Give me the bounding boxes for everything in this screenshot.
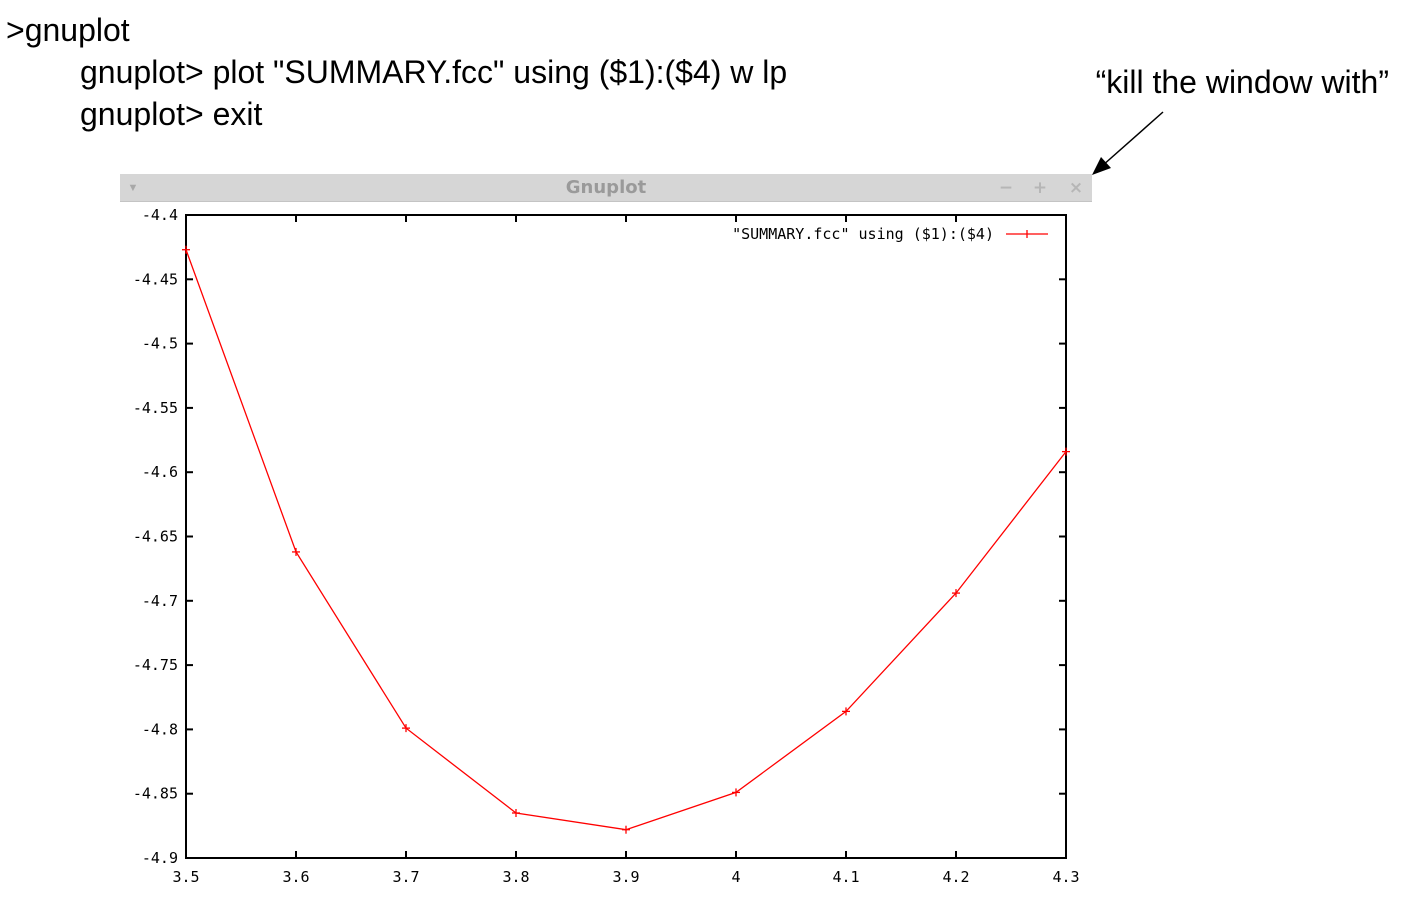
x-tick-label: 4.1 (832, 868, 859, 886)
data-point (952, 589, 960, 598)
y-tick-label: -4.7 (142, 592, 178, 610)
terminal-line-plot-command: gnuplot> plot "SUMMARY.fcc" using ($1):(… (80, 54, 788, 90)
x-tick-label: 4 (731, 868, 740, 886)
y-tick-label: -4.5 (142, 335, 178, 353)
plot-border (185, 214, 1067, 859)
y-tick-label: -4.65 (133, 528, 178, 546)
x-tick-label: 3.6 (282, 868, 309, 886)
chevron-down-icon[interactable]: ▼ (127, 182, 139, 194)
close-button[interactable]: × (1068, 178, 1084, 198)
annotation-label: “kill the window with” (1095, 64, 1389, 100)
y-tick-label: -4.4 (142, 206, 178, 224)
terminal-line-exit-command: gnuplot> exit (80, 96, 263, 132)
legend-label: "SUMMARY.fcc" using ($1):($4) (732, 225, 994, 243)
x-tick-label: 3.8 (502, 868, 529, 886)
data-point (182, 245, 190, 254)
data-point (1062, 447, 1070, 456)
data-point (402, 724, 410, 733)
y-tick-label: -4.45 (133, 270, 178, 288)
window-titlebar[interactable]: ▼ Gnuplot − + × (120, 174, 1092, 202)
data-point (292, 547, 300, 556)
x-tick-label: 3.7 (392, 868, 419, 886)
y-tick-label: -4.85 (133, 785, 178, 803)
maximize-button[interactable]: + (1032, 178, 1048, 198)
minimize-button[interactable]: − (998, 178, 1014, 198)
data-point (842, 707, 850, 716)
x-tick-label: 3.5 (172, 868, 199, 886)
data-point (732, 788, 740, 797)
y-tick-label: -4.6 (142, 463, 178, 481)
x-tick-label: 3.9 (612, 868, 639, 886)
y-tick-label: -4.55 (133, 399, 178, 417)
y-tick-label: -4.9 (142, 849, 178, 867)
x-tick-label: 4.2 (942, 868, 969, 886)
gnuplot-window: ▼ Gnuplot − + × -4.4 -4.45 -4.5 -4.55 -4.6 -4… (120, 174, 1092, 902)
terminal-line-launch: >gnuplot (6, 12, 130, 48)
series-line (185, 249, 1067, 831)
data-point (622, 825, 630, 834)
window-title: Gnuplot (565, 177, 647, 198)
y-tick-label: -4.8 (142, 720, 178, 738)
plot-area: -4.4 -4.45 -4.5 -4.55 -4.6 -4.65 -4.7 -4.75 -4.8… (133, 206, 1080, 886)
y-tick-label: -4.75 (133, 656, 178, 674)
x-tick-label: 4.3 (1052, 868, 1079, 886)
data-point (512, 808, 520, 817)
